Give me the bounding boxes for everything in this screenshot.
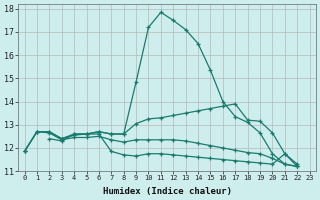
X-axis label: Humidex (Indice chaleur): Humidex (Indice chaleur) (103, 187, 232, 196)
